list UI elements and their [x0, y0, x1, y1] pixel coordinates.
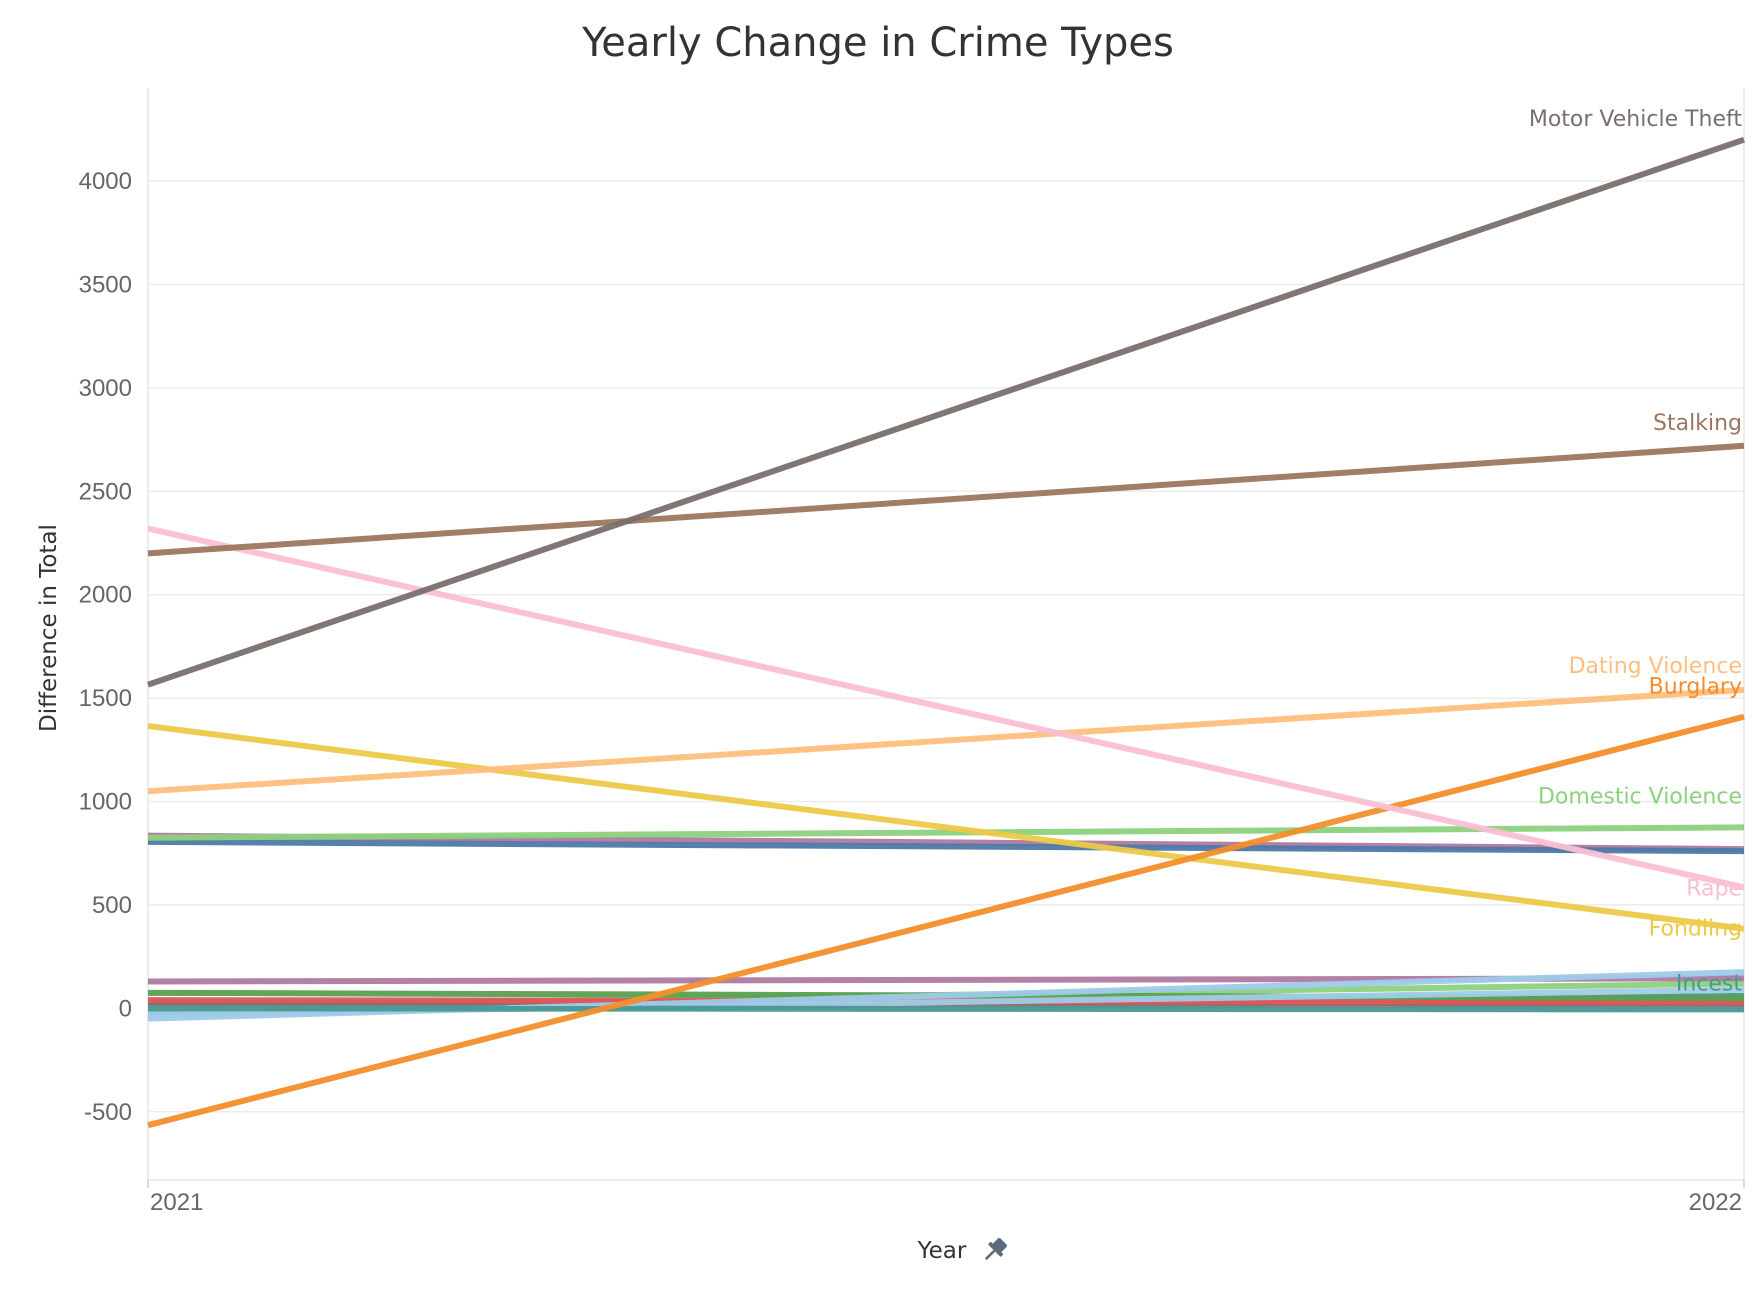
x-axis-title[interactable]: Year [917, 1235, 1010, 1265]
series-line-dating-violence[interactable] [147, 686, 1745, 795]
y-tick-label: 3000 [79, 375, 132, 402]
series-line-fondling[interactable] [147, 723, 1745, 932]
y-tick-label: -500 [84, 1099, 132, 1126]
y-tick-label: 4000 [79, 168, 132, 195]
series-line-motor-vehicle-theft[interactable] [147, 136, 1745, 688]
series-label-rape: Rape [1686, 876, 1742, 901]
pin-icon[interactable] [979, 1235, 1009, 1265]
series-label-fondling: Fondling [1649, 917, 1742, 942]
series-label-dating-violence: Dating Violence [1569, 654, 1742, 679]
y-tick-label: 1000 [79, 789, 132, 816]
series-line-rape[interactable] [147, 525, 1745, 891]
x-tick-label: 2022 [1689, 1189, 1742, 1216]
series-lines [147, 136, 1745, 1129]
x-tick-label: 2021 [150, 1189, 203, 1216]
series-labels: Incest Domestic Violence Fondling Dating Vi… [1529, 107, 1743, 997]
y-tick-label: 1500 [79, 685, 132, 712]
gridlines [148, 180, 1744, 1113]
series-label-stalking: Stalking [1653, 411, 1742, 436]
series-line-stalking[interactable] [147, 442, 1745, 557]
series-label-domestic-violence: Domestic Violence [1538, 784, 1742, 809]
y-axis-label: Difference in Total [36, 524, 62, 732]
y-tick-label: 3500 [79, 271, 132, 298]
x-axis-label: Year [917, 1238, 967, 1264]
y-tick-label: 2500 [79, 478, 132, 505]
series-label-incest: Incest [1676, 971, 1743, 996]
series-line-incest[interactable] [147, 1005, 1745, 1013]
series-line[interactable] [147, 838, 1745, 855]
series-label-motor-vehicle-theft: Motor Vehicle Theft [1529, 107, 1743, 132]
series-line-burglary[interactable] [147, 713, 1745, 1129]
y-tick-label: 2000 [79, 582, 132, 609]
y-tick-label: 500 [92, 892, 132, 919]
axes: -500 0 500 1000 1500 2000 2500 3000 3500 4000 2021… [79, 88, 1745, 1216]
y-tick-label: 0 [119, 995, 132, 1022]
series-label-burglary: Burglary [1649, 675, 1742, 700]
chart-title: Yearly Change in Crime Types [581, 20, 1174, 66]
